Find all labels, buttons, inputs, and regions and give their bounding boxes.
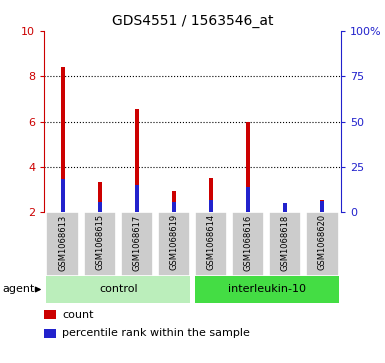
Bar xyxy=(61,67,65,212)
Bar xyxy=(135,109,139,212)
Bar xyxy=(306,212,338,276)
Text: count: count xyxy=(62,310,94,320)
Text: control: control xyxy=(99,285,138,294)
Bar xyxy=(232,212,264,276)
Bar xyxy=(246,122,250,212)
Text: interleukin-10: interleukin-10 xyxy=(228,285,306,294)
Bar xyxy=(172,202,176,212)
Bar xyxy=(84,212,116,276)
Bar xyxy=(98,202,102,212)
Text: GSM1068617: GSM1068617 xyxy=(132,214,141,270)
Bar xyxy=(209,178,213,212)
Text: GSM1068619: GSM1068619 xyxy=(169,214,179,270)
Bar xyxy=(47,276,190,303)
Bar xyxy=(320,200,324,212)
Bar xyxy=(121,212,153,276)
Text: GSM1068620: GSM1068620 xyxy=(318,214,327,270)
Bar xyxy=(47,212,79,276)
Text: GSM1068616: GSM1068616 xyxy=(244,214,253,270)
Bar xyxy=(61,179,65,212)
Bar xyxy=(283,208,287,212)
Bar xyxy=(283,203,287,212)
Bar xyxy=(209,200,213,212)
Bar xyxy=(195,276,338,303)
Bar xyxy=(246,187,250,212)
Text: GSM1068615: GSM1068615 xyxy=(95,214,104,270)
Text: agent: agent xyxy=(2,285,34,294)
Bar xyxy=(98,182,102,212)
Text: GSM1068614: GSM1068614 xyxy=(206,214,216,270)
Text: GSM1068613: GSM1068613 xyxy=(58,214,67,270)
Bar xyxy=(135,185,139,212)
Bar xyxy=(172,191,176,212)
Bar xyxy=(320,201,324,212)
Title: GDS4551 / 1563546_at: GDS4551 / 1563546_at xyxy=(112,15,273,28)
Bar xyxy=(44,310,56,319)
Bar xyxy=(158,212,190,276)
Text: GSM1068618: GSM1068618 xyxy=(281,214,290,270)
Bar xyxy=(195,212,227,276)
Bar xyxy=(44,329,56,338)
Bar xyxy=(269,212,301,276)
Text: percentile rank within the sample: percentile rank within the sample xyxy=(62,328,250,338)
